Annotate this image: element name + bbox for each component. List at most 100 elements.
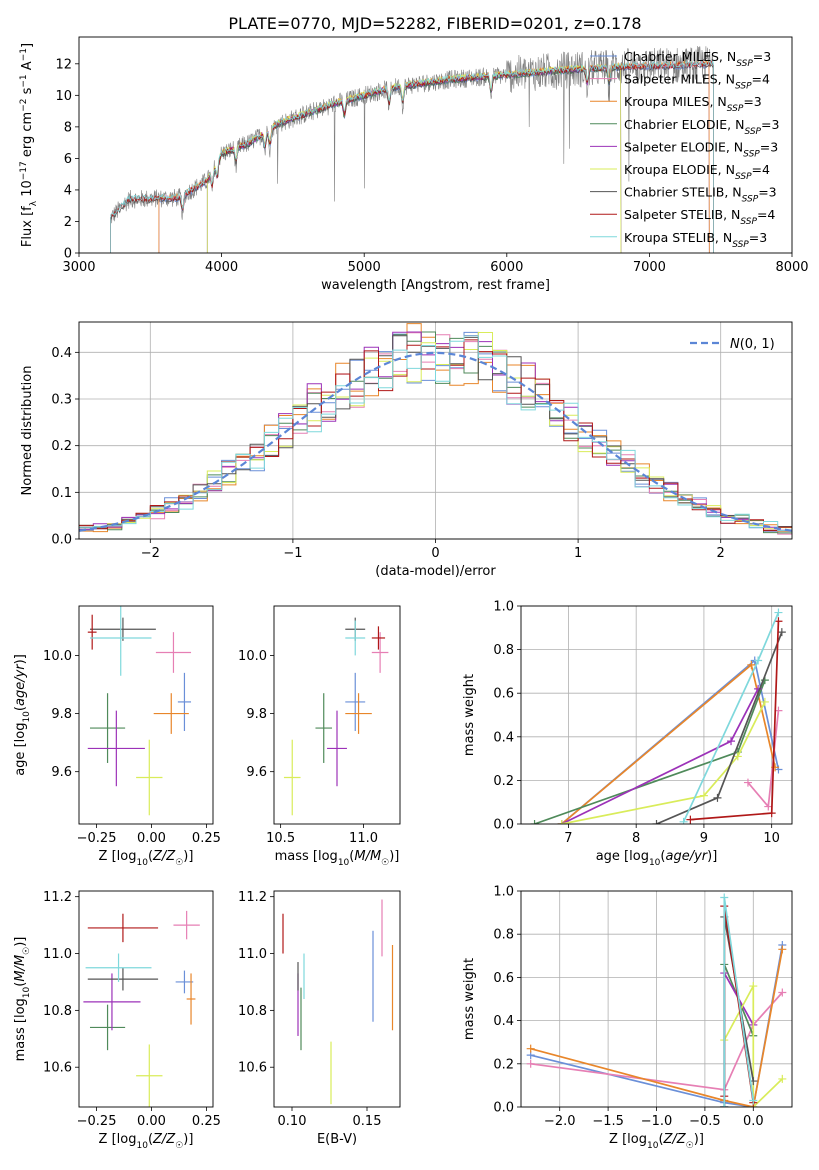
mass-weight-marker xyxy=(699,791,708,800)
x-tick-label: 0.25 xyxy=(192,831,221,846)
x-tick-label: 10 xyxy=(763,831,780,846)
x-tick-label: 0 xyxy=(431,546,439,561)
x-tick-label: 9 xyxy=(700,831,708,846)
mass-weight-marker xyxy=(778,1074,787,1083)
mass-weight-marker xyxy=(778,945,787,954)
y-tick-label: 9.8 xyxy=(51,707,72,722)
axes-frame xyxy=(78,36,793,254)
y-tick-label: 0.0 xyxy=(493,818,514,833)
mass-weight-marker xyxy=(764,802,773,811)
massweight-vs-Z-plot-area xyxy=(526,893,787,1107)
y-tick-label: 1.0 xyxy=(493,600,514,615)
legend-entry: Salpeter ELODIE, NSSP=3 xyxy=(624,139,778,159)
figure-title: PLATE=0770, MJD=52282, FIBERID=0201, z=0… xyxy=(228,14,641,33)
axes-frame xyxy=(273,605,401,825)
axes-frame xyxy=(520,605,793,825)
y-tick-label: 11.2 xyxy=(43,890,72,905)
x-tick-label: 0.25 xyxy=(192,1114,221,1129)
residuals-plot-area xyxy=(79,323,792,535)
massweight-vs-Z-panel: −2.0 −1.5 −1.0 −0.5 0.0 0.0 0.2 0.4 0.6 0.8 1.0 Z [… xyxy=(462,885,793,1151)
axes-frame xyxy=(78,605,214,825)
axes-frame xyxy=(78,321,793,540)
mass-weight-marker xyxy=(749,982,758,991)
x-tick-label: 6000 xyxy=(490,260,523,275)
mass-weight-marker xyxy=(771,763,780,772)
x-tick-label: 0.00 xyxy=(137,831,166,846)
y-tick-label: 10.6 xyxy=(238,1061,267,1076)
mass-weight-marker xyxy=(530,820,539,824)
x-tick-label: 2 xyxy=(717,546,725,561)
x-tick-label: 5000 xyxy=(348,260,381,275)
y-axis-label: mass weight xyxy=(462,674,477,756)
x-tick-label: −2.0 xyxy=(544,1114,576,1129)
x-tick-label: 0.15 xyxy=(353,1114,382,1129)
y-axis-label: Normed distribution xyxy=(20,366,35,496)
y-tick-label: 1.0 xyxy=(493,885,514,900)
y-tick-label: 0.2 xyxy=(493,774,514,789)
legend-entry: Salpeter MILES, NSSP=4 xyxy=(624,72,770,92)
legend-entry: Chabrier MILES, NSSP=3 xyxy=(624,49,771,69)
mass-weight-marker xyxy=(686,815,695,824)
mass-weight-marker xyxy=(557,820,566,824)
x-tick-label: 4000 xyxy=(205,260,238,275)
mass-weight-marker xyxy=(774,617,783,626)
x-axis-label: Z [log10(Z/Z☉)] xyxy=(99,1132,194,1151)
histogram-step xyxy=(79,335,792,532)
y-tick-label: 0.4 xyxy=(493,1014,514,1029)
y-axis-label: age [log10(age/yr)] xyxy=(13,654,32,776)
x-axis-label: wavelength [Angstrom, rest frame] xyxy=(321,278,550,293)
x-tick-label: 0.00 xyxy=(137,1114,166,1129)
x-tick-label: 7000 xyxy=(633,260,666,275)
x-axis-label: mass [log10(M/M☉)] xyxy=(275,849,400,868)
mass-weight-marker xyxy=(713,793,722,802)
spectrum-model-line xyxy=(158,59,710,253)
y-tick-label: 0.2 xyxy=(493,1057,514,1072)
mass-weight-marker xyxy=(767,809,776,818)
x-axis-label: E(B-V) xyxy=(317,1132,357,1147)
y-tick-label: 10.0 xyxy=(43,649,72,664)
spectrum-panel: 3000 4000 5000 6000 7000 8000 0 2 4 6 8 10 12 wavelen… xyxy=(19,36,809,293)
x-tick-label: −2 xyxy=(141,546,160,561)
legend-entry: Salpeter STELIB, NSSP=4 xyxy=(624,207,775,227)
mass-weight-marker xyxy=(652,820,661,824)
mass-vs-EBV-plot-area xyxy=(282,899,394,1105)
spectrum-model-line xyxy=(158,60,710,253)
mass-weight-line xyxy=(530,949,784,1107)
massweight-vs-age-plot-area xyxy=(530,608,786,824)
y-tick-label: 0.3 xyxy=(51,393,72,408)
x-axis-label: Z [log10(Z/Z☉)] xyxy=(609,1132,704,1151)
y-tick-label: 11.0 xyxy=(238,947,267,962)
legend-entry: Chabrier STELIB, NSSP=3 xyxy=(624,185,777,205)
y-tick-label: 0.4 xyxy=(493,730,514,745)
y-tick-label: 0.8 xyxy=(493,928,514,943)
spectrum-legend: Chabrier MILES, NSSP=3 Salpeter MILES, NS… xyxy=(590,49,779,250)
legend-entry: Kroupa STELIB, NSSP=3 xyxy=(624,230,767,250)
y-tick-label: 9.6 xyxy=(51,765,72,780)
y-tick-label: 10.6 xyxy=(43,1061,72,1076)
x-tick-label: 10.5 xyxy=(266,831,295,846)
mass-weight-marker xyxy=(720,1103,729,1107)
x-tick-label: −1 xyxy=(283,546,302,561)
mass-weight-marker xyxy=(526,1059,535,1068)
y-tick-label: 2 xyxy=(64,215,72,230)
spectrum-plot-area xyxy=(110,45,714,253)
y-tick-label: 9.8 xyxy=(246,707,267,722)
spectrum-model-line xyxy=(206,64,622,253)
mass-weight-marker xyxy=(760,697,769,706)
y-tick-label: 0 xyxy=(64,247,72,262)
y-tick-label: 0.2 xyxy=(51,439,72,454)
y-tick-label: 0.6 xyxy=(493,971,514,986)
residual-legend: N(0, 1) xyxy=(690,337,775,352)
mass-weight-line xyxy=(723,897,755,1107)
y-tick-label: 0.4 xyxy=(51,346,72,361)
axes-frame xyxy=(273,890,401,1108)
mass-vs-EBV-panel: 0.10 0.15 10.6 10.8 11.0 11.2 E(B-V) xyxy=(238,890,401,1147)
mass-weight-marker xyxy=(720,893,729,902)
mass-weight-marker xyxy=(727,737,736,746)
mass-weight-line xyxy=(723,985,783,1107)
legend-entry: Kroupa MILES, NSSP=3 xyxy=(624,94,762,114)
x-tick-label: 7 xyxy=(564,831,572,846)
age-vs-mass-panel: 10.5 11.0 9.6 9.8 10.0 mass [log10(M/M☉)] xyxy=(238,605,401,868)
x-tick-label: −0.25 xyxy=(77,831,117,846)
